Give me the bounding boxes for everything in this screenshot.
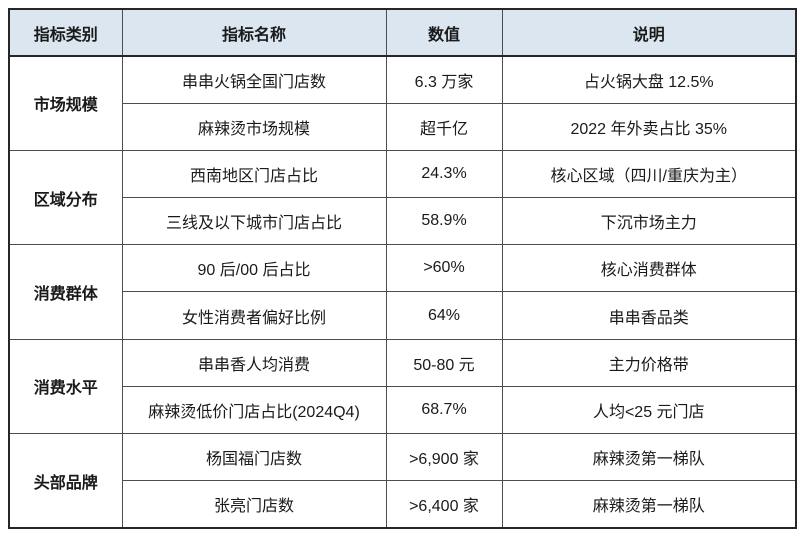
name-cell: 串串火锅全国门店数 (121, 55, 387, 104)
table-row: 女性消费者偏好比例 64% 串串香品类 (9, 291, 797, 340)
header-cell-note: 说明 (501, 8, 797, 57)
name-cell: 张亮门店数 (121, 480, 387, 529)
value-cell: 50-80 元 (385, 338, 503, 387)
name-cell: 麻辣烫市场规模 (121, 102, 387, 151)
table-row: 张亮门店数 >6,400 家 麻辣烫第一梯队 (9, 480, 797, 529)
note-cell: 核心区域（四川/重庆为主） (501, 149, 797, 199)
value-cell: >6,400 家 (385, 480, 503, 529)
note-cell: 主力价格带 (501, 338, 797, 387)
note-cell: 2022 年外卖占比 35% (501, 102, 797, 151)
value-cell: >60% (385, 244, 503, 293)
note-cell: 核心消费群体 (501, 244, 797, 293)
category-cell: 消费群体 (8, 244, 123, 340)
name-cell: 串串香人均消费 (121, 338, 387, 387)
header-cell-category: 指标类别 (8, 8, 123, 57)
table-row: 市场规模 串串火锅全国门店数 6.3 万家 占火锅大盘 12.5% (8, 55, 797, 151)
table-row: 头部品牌 杨国福门店数 >6,900 家 麻辣烫第一梯队 (8, 432, 797, 529)
name-cell: 女性消费者偏好比例 (121, 291, 387, 340)
table-row: 麻辣烫低价门店占比(2024Q4) 68.7% 人均<25 元门店 (9, 385, 797, 435)
header-cell-value: 数值 (385, 8, 503, 57)
header-row: 指标类别 指标名称 数值 说明 (8, 8, 797, 57)
note-cell: 占火锅大盘 12.5% (501, 55, 797, 104)
value-cell: 64% (385, 291, 503, 340)
name-cell: 三线及以下城市门店占比 (121, 197, 387, 246)
note-cell: 麻辣烫第一梯队 (501, 432, 797, 482)
name-cell: 90 后/00 后占比 (121, 244, 387, 293)
note-cell: 人均<25 元门店 (501, 385, 797, 435)
name-cell: 西南地区门店占比 (121, 149, 387, 199)
note-cell: 下沉市场主力 (501, 197, 797, 246)
category-cell: 区域分布 (8, 149, 123, 246)
category-cell: 头部品牌 (8, 433, 123, 529)
name-cell: 麻辣烫低价门店占比(2024Q4) (121, 385, 387, 435)
name-cell: 杨国福门店数 (121, 432, 387, 482)
indicator-table: 指标类别 指标名称 数值 说明 市场规模 串串火锅全国门店数 6.3 万家 占火… (8, 8, 797, 529)
value-cell: 超千亿 (385, 102, 503, 151)
value-cell: 68.7% (385, 385, 503, 435)
table-row: 麻辣烫市场规模 超千亿 2022 年外卖占比 35% (9, 102, 797, 151)
value-cell: 58.9% (385, 197, 503, 246)
header-cell-name: 指标名称 (121, 8, 387, 57)
indicator-table-container: 指标类别 指标名称 数值 说明 市场规模 串串火锅全国门店数 6.3 万家 占火… (8, 8, 797, 529)
value-cell: 24.3% (385, 149, 503, 199)
table-row: 区域分布 西南地区门店占比 24.3% 核心区域（四川/重庆为主） (8, 149, 797, 246)
category-cell: 消费水平 (8, 338, 123, 435)
note-cell: 麻辣烫第一梯队 (501, 480, 797, 529)
table-row: 消费群体 90 后/00 后占比 >60% 核心消费群体 (8, 244, 797, 340)
note-cell: 串串香品类 (501, 291, 797, 340)
value-cell: >6,900 家 (385, 432, 503, 482)
table-row: 消费水平 串串香人均消费 50-80 元 主力价格带 (8, 338, 797, 435)
category-cell: 市场规模 (8, 55, 123, 151)
value-cell: 6.3 万家 (385, 55, 503, 104)
table-row: 三线及以下城市门店占比 58.9% 下沉市场主力 (9, 197, 797, 246)
